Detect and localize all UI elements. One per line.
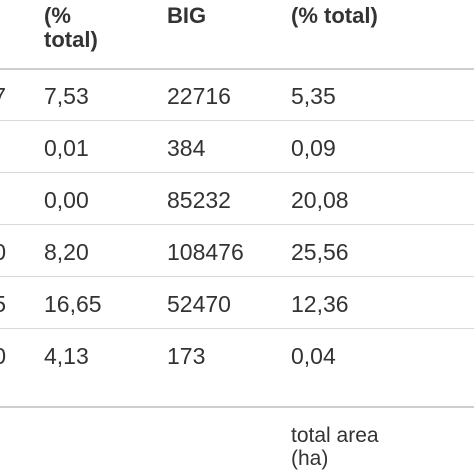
table-row-1-pct1: 7,53 [44,83,89,109]
table-row-2-pct2: 0,09 [291,135,336,161]
table-row-6-edge: 0 [0,343,6,369]
table-row-1-pct2: 5,35 [291,83,336,109]
footer-total-area-line2: (ha) [291,447,329,470]
table-row-3-pct1: 0,00 [44,187,89,213]
row-divider [0,328,474,329]
table-row-4-pct1: 8,20 [44,239,89,265]
header-divider [0,68,474,70]
table-row-3-big: 85232 [167,187,231,213]
table-row-6-pct1: 4,13 [44,343,89,369]
table-row-4-pct2: 25,56 [291,239,349,265]
table-row-4-edge: 0 [0,239,6,265]
row-divider [0,276,474,277]
table-row-5-pct1: 16,65 [44,291,102,317]
table-row-3-pct2: 20,08 [291,187,349,213]
table-row-2-big: 384 [167,135,206,161]
table-row-2-pct1: 0,01 [44,135,89,161]
header-pct-total-2: (% total) [291,3,378,28]
table-row-5-pct2: 12,36 [291,291,349,317]
table-row-6-pct2: 0,04 [291,343,336,369]
table-row-5-big: 52470 [167,291,231,317]
row-divider [0,224,474,225]
table-row-1-edge: 7 [0,83,6,109]
table-row-5-edge: 5 [0,291,6,317]
row-divider [0,120,474,121]
header-big: BIG [167,3,207,28]
table-row-1-big: 22716 [167,83,231,109]
table-bottom-rule [0,406,474,408]
footer-total-area-line1: total area [291,424,379,447]
table-row-4-big: 108476 [167,239,244,265]
table-row-6-big: 173 [167,343,206,369]
row-divider [0,172,474,173]
header-pct-total-1: (% total) [44,3,98,52]
